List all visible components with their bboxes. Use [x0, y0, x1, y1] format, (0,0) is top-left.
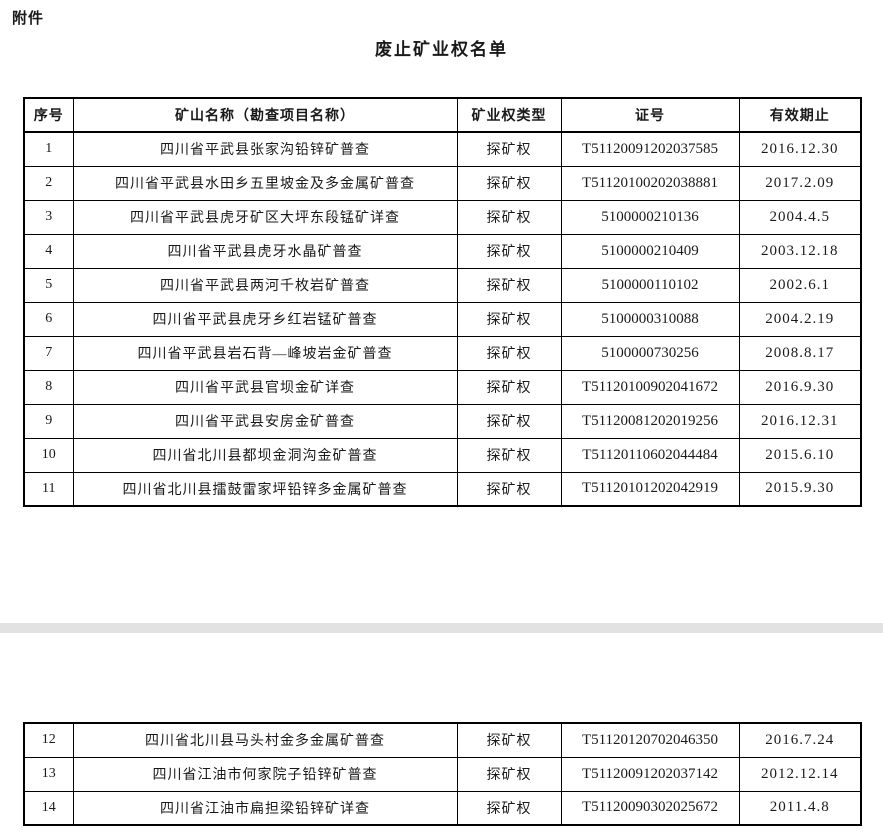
certificate-number: T51120101202042919 [560, 471, 740, 507]
row-index: 5 [23, 267, 74, 303]
certificate-number: T51120091202037142 [560, 756, 740, 792]
table-row: 10 四川省北川县都坝金洞沟金矿普查 探矿权 T51120110602044484 20… [23, 437, 862, 473]
attachment-label: 附件 [12, 11, 45, 27]
table-row: 8 四川省平武县官坝金矿详查 探矿权 T51120100902041672 2016.9… [23, 369, 862, 405]
table-row: 4 四川省平武县虎牙水晶矿普查 探矿权 5100000210409 2003.12.18 [23, 233, 862, 269]
table-row: 2 四川省平武县水田乡五里坡金及多金属矿普查 探矿权 T511201002020388… [23, 165, 862, 201]
mining-right-type: 探矿权 [456, 335, 562, 371]
row-index: 13 [23, 756, 74, 792]
certificate-number: 5100000210136 [560, 199, 740, 235]
expiry-date: 2002.6.1 [738, 267, 862, 303]
page-break-separator [0, 623, 883, 633]
mine-name: 四川省平武县虎牙乡红岩锰矿普查 [72, 301, 458, 337]
table-row: 5 四川省平武县两河千枚岩矿普查 探矿权 5100000110102 2002.6.1 [23, 267, 862, 303]
table-row: 6 四川省平武县虎牙乡红岩锰矿普查 探矿权 5100000310088 2004.2.1… [23, 301, 862, 337]
mine-name: 四川省平武县岩石背—峰坡岩金矿普查 [72, 335, 458, 371]
mining-right-type: 探矿权 [456, 165, 562, 201]
revoked-mining-rights-table-page1: 序号 矿山名称（勘查项目名称） 矿业权类型 证号 有效期止 1 四川省平武县张家沟铅锌矿普… [23, 97, 862, 507]
mine-name: 四川省江油市扁担梁铅锌矿详查 [72, 790, 458, 826]
table-header-row: 序号 矿山名称（勘查项目名称） 矿业权类型 证号 有效期止 [23, 97, 862, 133]
table-row: 12 四川省北川县马头村金多金属矿普查 探矿权 T51120120702046350 2… [23, 722, 862, 758]
expiry-date: 2016.7.24 [738, 722, 862, 758]
mining-right-type: 探矿权 [456, 437, 562, 473]
table-row: 1 四川省平武县张家沟铅锌矿普查 探矿权 T51120091202037585 2016… [23, 131, 862, 167]
expiry-date: 2016.12.31 [738, 403, 862, 439]
page-title: 废止矿业权名单 [375, 40, 508, 59]
column-header: 证号 [560, 97, 740, 133]
row-index: 7 [23, 335, 74, 371]
certificate-number: T51120110602044484 [560, 437, 740, 473]
table-row: 11 四川省北川县擂鼓雷家坪铅锌多金属矿普查 探矿权 T511201012020429… [23, 471, 862, 507]
mine-name: 四川省北川县都坝金洞沟金矿普查 [72, 437, 458, 473]
table-row: 13 四川省江油市何家院子铅锌矿普查 探矿权 T51120091202037142 20… [23, 756, 862, 792]
mining-right-type: 探矿权 [456, 790, 562, 826]
mining-right-type: 探矿权 [456, 471, 562, 507]
mining-right-type: 探矿权 [456, 233, 562, 269]
certificate-number: T51120091202037585 [560, 131, 740, 167]
mine-name: 四川省北川县马头村金多金属矿普查 [72, 722, 458, 758]
row-index: 4 [23, 233, 74, 269]
row-index: 1 [23, 131, 74, 167]
expiry-date: 2017.2.09 [738, 165, 862, 201]
row-index: 3 [23, 199, 74, 235]
certificate-number: 5100000310088 [560, 301, 740, 337]
expiry-date: 2015.6.10 [738, 437, 862, 473]
mining-right-type: 探矿权 [456, 369, 562, 405]
table-row: 14 四川省江油市扁担梁铅锌矿详查 探矿权 T51120090302025672 201… [23, 790, 862, 826]
row-index: 11 [23, 471, 74, 507]
certificate-number: T51120120702046350 [560, 722, 740, 758]
row-index: 14 [23, 790, 74, 826]
certificate-number: T51120081202019256 [560, 403, 740, 439]
mine-name: 四川省北川县擂鼓雷家坪铅锌多金属矿普查 [72, 471, 458, 507]
expiry-date: 2008.8.17 [738, 335, 862, 371]
mine-name: 四川省江油市何家院子铅锌矿普查 [72, 756, 458, 792]
certificate-number: 5100000110102 [560, 267, 740, 303]
expiry-date: 2004.4.5 [738, 199, 862, 235]
certificate-number: 5100000730256 [560, 335, 740, 371]
expiry-date: 2003.12.18 [738, 233, 862, 269]
row-index: 12 [23, 722, 74, 758]
mine-name: 四川省平武县水田乡五里坡金及多金属矿普查 [72, 165, 458, 201]
column-header: 有效期止 [738, 97, 862, 133]
revoked-mining-rights-table-page2: 12 四川省北川县马头村金多金属矿普查 探矿权 T51120120702046350 2… [23, 722, 862, 826]
mining-right-type: 探矿权 [456, 722, 562, 758]
expiry-date: 2016.12.30 [738, 131, 862, 167]
table-row: 3 四川省平武县虎牙矿区大坪东段锰矿详查 探矿权 5100000210136 2004.… [23, 199, 862, 235]
expiry-date: 2016.9.30 [738, 369, 862, 405]
expiry-date: 2015.9.30 [738, 471, 862, 507]
column-header: 矿业权类型 [456, 97, 562, 133]
certificate-number: 5100000210409 [560, 233, 740, 269]
expiry-date: 2012.12.14 [738, 756, 862, 792]
mining-right-type: 探矿权 [456, 403, 562, 439]
certificate-number: T51120100902041672 [560, 369, 740, 405]
mining-right-type: 探矿权 [456, 756, 562, 792]
mine-name: 四川省平武县安房金矿普查 [72, 403, 458, 439]
row-index: 9 [23, 403, 74, 439]
certificate-number: T51120090302025672 [560, 790, 740, 826]
column-header: 序号 [23, 97, 74, 133]
mine-name: 四川省平武县两河千枚岩矿普查 [72, 267, 458, 303]
mining-right-type: 探矿权 [456, 131, 562, 167]
table-row: 9 四川省平武县安房金矿普查 探矿权 T51120081202019256 2016.1… [23, 403, 862, 439]
row-index: 10 [23, 437, 74, 473]
row-index: 8 [23, 369, 74, 405]
mining-right-type: 探矿权 [456, 199, 562, 235]
row-index: 2 [23, 165, 74, 201]
row-index: 6 [23, 301, 74, 337]
mine-name: 四川省平武县官坝金矿详查 [72, 369, 458, 405]
mine-name: 四川省平武县张家沟铅锌矿普查 [72, 131, 458, 167]
mining-right-type: 探矿权 [456, 301, 562, 337]
expiry-date: 2011.4.8 [738, 790, 862, 826]
table-row: 7 四川省平武县岩石背—峰坡岩金矿普查 探矿权 5100000730256 2008.8… [23, 335, 862, 371]
certificate-number: T51120100202038881 [560, 165, 740, 201]
mine-name: 四川省平武县虎牙矿区大坪东段锰矿详查 [72, 199, 458, 235]
column-header: 矿山名称（勘查项目名称） [72, 97, 458, 133]
mining-right-type: 探矿权 [456, 267, 562, 303]
expiry-date: 2004.2.19 [738, 301, 862, 337]
mine-name: 四川省平武县虎牙水晶矿普查 [72, 233, 458, 269]
